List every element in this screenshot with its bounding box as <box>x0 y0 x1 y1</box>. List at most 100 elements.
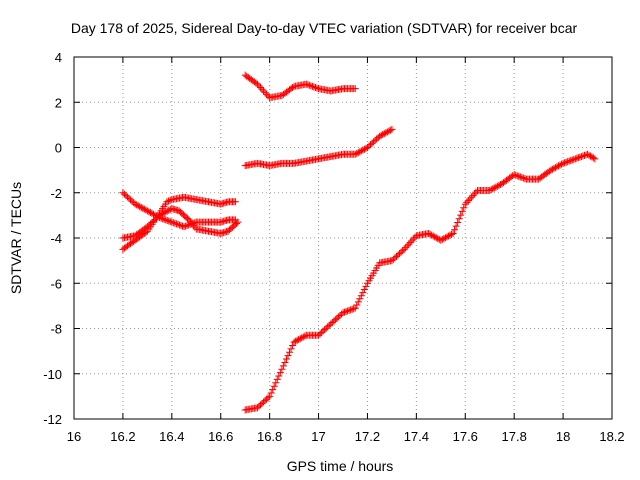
data-point <box>357 292 365 300</box>
data-point <box>185 216 193 224</box>
data-point <box>272 379 280 387</box>
data-point <box>275 372 283 380</box>
data-point <box>183 222 191 230</box>
data-point <box>490 184 498 192</box>
data-point <box>400 245 408 253</box>
data-point <box>550 164 558 172</box>
data-point <box>163 198 171 206</box>
data-point <box>287 345 295 353</box>
data-point <box>469 192 477 200</box>
data-point <box>131 200 139 208</box>
data-point <box>591 155 599 163</box>
y-tick-label: -2 <box>50 186 62 201</box>
data-point <box>143 207 151 215</box>
data-point <box>516 173 524 181</box>
data-point <box>567 157 575 165</box>
chart-title: Day 178 of 2025, Sidereal Day-to-day VTE… <box>71 20 578 36</box>
data-point <box>290 338 298 346</box>
data-point <box>443 233 451 241</box>
data-point <box>310 83 318 91</box>
data-point <box>232 219 240 227</box>
data-point <box>304 81 312 89</box>
plot-frame <box>73 56 613 420</box>
data-point <box>449 229 457 237</box>
data-point <box>351 85 359 93</box>
data-point <box>261 89 269 97</box>
data-point <box>559 159 567 167</box>
data-point <box>142 228 150 236</box>
data-point <box>460 204 468 212</box>
data-point <box>136 203 144 211</box>
data-point <box>299 333 307 341</box>
data-point <box>301 332 309 340</box>
data-point <box>163 207 171 215</box>
data-point <box>464 197 472 205</box>
data-point <box>518 173 526 181</box>
data-point <box>402 244 410 252</box>
data-point <box>448 230 456 238</box>
data-point <box>555 162 563 170</box>
data-point <box>184 215 192 223</box>
data-point <box>577 153 585 161</box>
x-tick-label: 17.6 <box>453 429 478 444</box>
data-point <box>302 80 310 88</box>
data-point <box>586 152 594 160</box>
data-point <box>234 218 242 226</box>
data-point <box>399 247 407 255</box>
y-tick-label: -10 <box>43 367 62 382</box>
data-point <box>134 202 142 210</box>
data-point <box>296 335 304 343</box>
data-point <box>434 235 442 243</box>
data-point <box>269 386 277 394</box>
data-point <box>270 382 278 390</box>
x-tick-label: 16.6 <box>208 429 233 444</box>
data-point <box>253 80 261 88</box>
data-point <box>353 301 361 309</box>
data-point <box>286 348 294 356</box>
data-point <box>348 305 356 313</box>
data-point <box>558 160 566 168</box>
x-tick-label: 17.8 <box>502 429 527 444</box>
data-point <box>163 216 171 224</box>
y-tick-label: 0 <box>55 141 62 156</box>
x-tick-label: 17.4 <box>404 429 429 444</box>
data-point <box>446 231 454 239</box>
data-point <box>149 210 157 218</box>
data-point <box>263 90 271 98</box>
series-sat-d <box>241 71 359 102</box>
data-point <box>305 81 313 89</box>
data-point <box>282 355 290 363</box>
grid-lines <box>74 57 612 419</box>
data-point <box>182 222 190 230</box>
data-point <box>519 174 527 182</box>
y-tick-label: 4 <box>55 50 62 65</box>
data-point <box>584 150 592 158</box>
data-point <box>589 154 597 162</box>
data-point <box>429 232 437 240</box>
data-point <box>574 154 582 162</box>
series-sat-f <box>241 150 599 414</box>
data-point <box>289 84 297 92</box>
y-tick-label: -6 <box>50 276 62 291</box>
data-point <box>258 85 266 93</box>
data-point <box>406 239 414 247</box>
data-point <box>351 150 359 158</box>
data-point <box>512 171 520 179</box>
data-point <box>307 82 315 90</box>
x-tick-label: 17 <box>311 429 325 444</box>
data-point <box>165 206 173 214</box>
data-point <box>461 200 469 208</box>
data-point <box>293 336 301 344</box>
data-point <box>266 392 274 400</box>
data-point <box>276 369 284 377</box>
data-point <box>347 306 355 314</box>
data-markers <box>119 71 599 414</box>
data-point <box>463 198 471 206</box>
data-point <box>564 158 572 166</box>
x-axis-label: GPS time / hours <box>287 458 394 474</box>
data-point <box>360 285 368 293</box>
data-point <box>579 152 587 160</box>
data-point <box>521 175 529 183</box>
data-point <box>493 182 501 190</box>
data-point <box>454 218 462 226</box>
